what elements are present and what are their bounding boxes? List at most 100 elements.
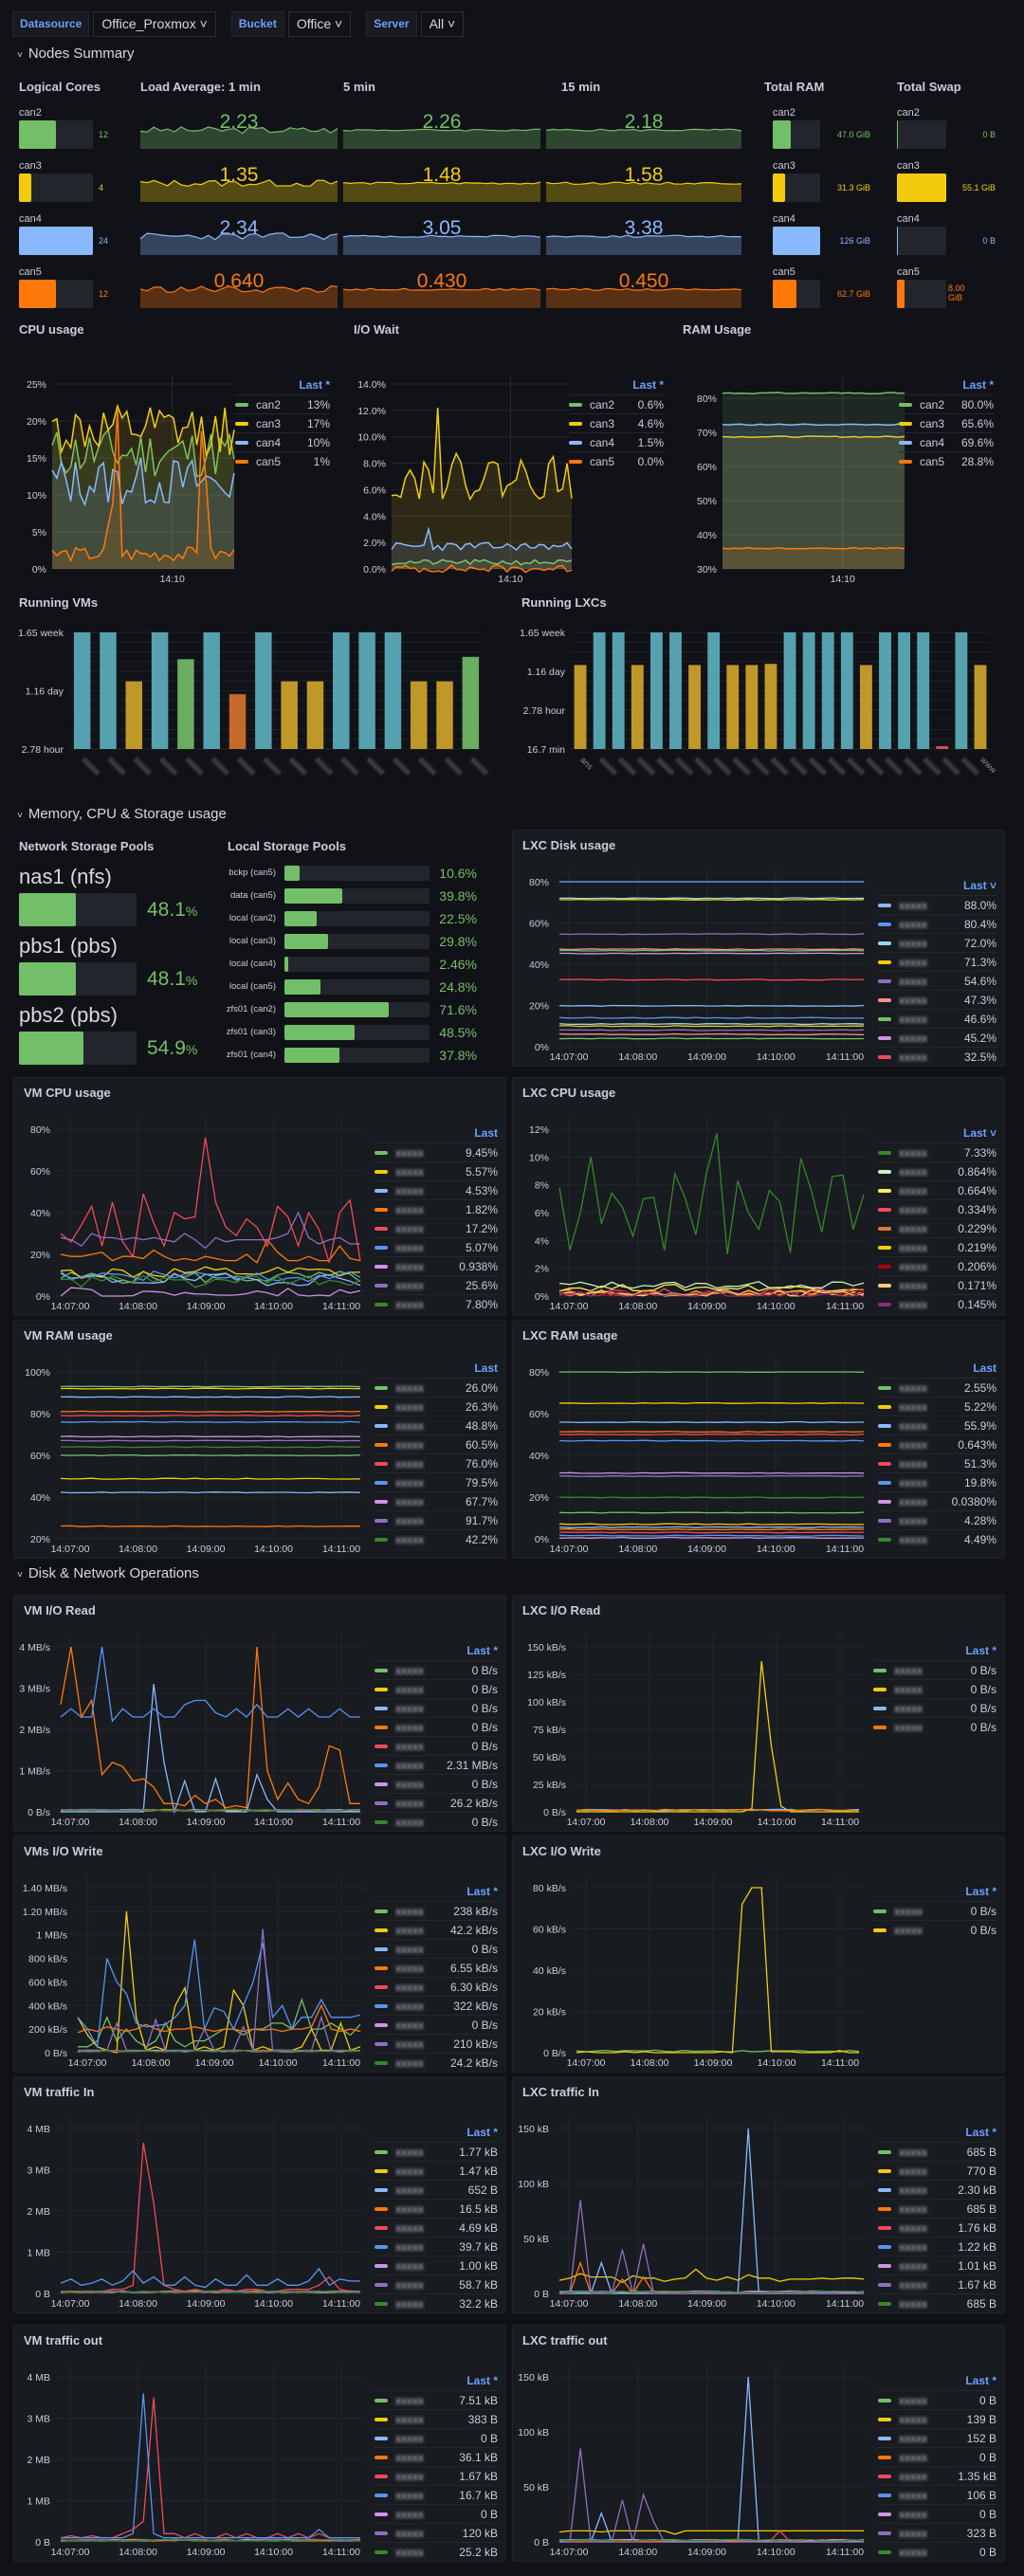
legend-item[interactable]: xxxxx 120 kB xyxy=(375,2523,498,2542)
legend-item[interactable]: xxxxx 7.33% xyxy=(878,1142,997,1161)
legend-item[interactable]: xxxxx 0.664% xyxy=(878,1180,997,1199)
legend-item[interactable]: xxxxx 322 kB/s xyxy=(375,1996,498,2015)
legend-sort-header[interactable]: Last xyxy=(973,1361,997,1375)
legend-item[interactable]: xxxxx 55.9% xyxy=(878,1416,997,1434)
legend-item[interactable]: xxxxx 48.8% xyxy=(375,1416,498,1434)
legend-item[interactable]: xxxxx 26.2 kB/s xyxy=(375,1793,498,1812)
legend-sort-header[interactable]: Last * xyxy=(965,2374,997,2387)
legend-item[interactable]: can4 10% xyxy=(235,432,330,451)
legend-sort-header[interactable]: Last xyxy=(474,1361,498,1375)
legend-item[interactable]: xxxxx 1.67 kB xyxy=(375,2466,498,2485)
legend-item[interactable]: xxxxx 1.22 kB xyxy=(878,2237,997,2256)
legend-item[interactable]: xxxxx 0 B/s xyxy=(375,1698,498,1717)
legend-item[interactable]: xxxxx 1.77 kB xyxy=(375,2142,498,2161)
row-nodes-summary[interactable]: ˅ Nodes Summary xyxy=(17,46,135,62)
legend-item[interactable]: xxxxx 0 B/s xyxy=(375,1660,498,1679)
legend-item[interactable]: xxxxx 46.6% xyxy=(878,1009,997,1028)
legend-item[interactable]: xxxxx 54.6% xyxy=(878,971,997,990)
legend-item[interactable]: xxxxx 67.7% xyxy=(375,1491,498,1510)
row-disk-network[interactable]: ˅ Disk & Network Operations xyxy=(17,1565,199,1581)
legend-item[interactable]: xxxxx 0 B/s xyxy=(375,1939,498,1958)
legend-item[interactable]: xxxxx 7.80% xyxy=(375,1294,498,1313)
legend-sort-header[interactable]: Last * xyxy=(632,378,664,392)
legend-item[interactable]: xxxxx 9.45% xyxy=(375,1142,498,1161)
legend-item[interactable]: can4 1.5% xyxy=(569,432,664,451)
legend-item[interactable]: can2 80.0% xyxy=(899,394,994,413)
legend-item[interactable]: can4 69.6% xyxy=(899,432,994,451)
legend-item[interactable]: can5 1% xyxy=(235,451,330,470)
legend-item[interactable]: xxxxx 0 B/s xyxy=(873,1920,997,1939)
legend-item[interactable]: xxxxx 0 B/s xyxy=(375,2015,498,2034)
legend-item[interactable]: xxxxx 0.864% xyxy=(878,1161,997,1180)
legend-item[interactable]: xxxxx 2.31 MB/s xyxy=(375,1755,498,1774)
legend-sort-header[interactable]: Last * xyxy=(965,1885,997,1898)
datasource-select[interactable]: Office_Proxmox ˅ xyxy=(93,11,216,37)
legend-item[interactable]: xxxxx 60.5% xyxy=(375,1434,498,1453)
legend-item[interactable]: xxxxx 80.4% xyxy=(878,914,997,933)
legend-item[interactable]: xxxxx 0 B/s xyxy=(375,1736,498,1755)
legend-item[interactable]: xxxxx 0 B/s xyxy=(873,1901,997,1920)
bucket-select[interactable]: Office ˅ xyxy=(287,11,352,37)
legend-item[interactable]: xxxxx 0 B/s xyxy=(873,1679,997,1698)
legend-sort-header[interactable]: Last * xyxy=(466,1644,498,1657)
legend-item[interactable]: xxxxx 685 B xyxy=(878,2293,997,2312)
legend-item[interactable]: xxxxx 16.7 kB xyxy=(375,2485,498,2504)
legend-sort-header[interactable]: Last * xyxy=(965,2126,997,2139)
legend-item[interactable]: xxxxx 238 kB/s xyxy=(375,1901,498,1920)
legend-item[interactable]: can5 0.0% xyxy=(569,451,664,470)
legend-item[interactable]: xxxxx 4.49% xyxy=(878,1529,997,1548)
server-select[interactable]: All ˅ xyxy=(420,11,465,37)
legend-item[interactable]: xxxxx 1.01 kB xyxy=(878,2256,997,2275)
legend-item[interactable]: xxxxx 39.7 kB xyxy=(375,2237,498,2256)
legend-item[interactable]: xxxxx 0.206% xyxy=(878,1256,997,1275)
legend-item[interactable]: xxxxx 88.0% xyxy=(878,895,997,914)
legend-item[interactable]: xxxxx 210 kB/s xyxy=(375,2034,498,2053)
legend-sort-header[interactable]: Last xyxy=(474,1126,498,1140)
legend-item[interactable]: can3 4.6% xyxy=(569,413,664,432)
legend-sort-header[interactable]: Last ˅ xyxy=(962,879,997,892)
legend-item[interactable]: xxxxx 0.938% xyxy=(375,1256,498,1275)
legend-item[interactable]: xxxxx 1.35 kB xyxy=(878,2466,997,2485)
legend-item[interactable]: xxxxx 7.51 kB xyxy=(375,2390,498,2409)
row-memory-cpu-storage[interactable]: ˅ Memory, CPU & Storage usage xyxy=(17,806,227,822)
legend-item[interactable]: xxxxx 323 B xyxy=(878,2523,997,2542)
legend-item[interactable]: xxxxx 5.07% xyxy=(375,1237,498,1256)
legend-item[interactable]: xxxxx 4.53% xyxy=(375,1180,498,1199)
legend-item[interactable]: xxxxx 0 B xyxy=(878,2542,997,2561)
legend-item[interactable]: xxxxx 2.30 kB xyxy=(878,2180,997,2199)
legend-item[interactable]: xxxxx 652 B xyxy=(375,2180,498,2199)
legend-item[interactable]: xxxxx 0 B/s xyxy=(375,1812,498,1831)
legend-sort-header[interactable]: Last * xyxy=(466,1885,498,1898)
legend-item[interactable]: xxxxx 152 B xyxy=(878,2428,997,2447)
legend-item[interactable]: can3 17% xyxy=(235,413,330,432)
legend-item[interactable]: xxxxx 5.57% xyxy=(375,1161,498,1180)
legend-item[interactable]: xxxxx 4.28% xyxy=(878,1510,997,1529)
legend-item[interactable]: xxxxx 79.5% xyxy=(375,1472,498,1491)
legend-item[interactable]: xxxxx 0 B/s xyxy=(873,1717,997,1736)
legend-item[interactable]: xxxxx 685 B xyxy=(878,2142,997,2161)
legend-item[interactable]: xxxxx 16.5 kB xyxy=(375,2199,498,2218)
legend-item[interactable]: xxxxx 0.219% xyxy=(878,1237,997,1256)
legend-sort-header[interactable]: Last * xyxy=(299,378,330,392)
legend-item[interactable]: xxxxx 0 B xyxy=(878,2390,997,2409)
legend-item[interactable]: xxxxx 6.55 kB/s xyxy=(375,1958,498,1977)
legend-item[interactable]: xxxxx 32.5% xyxy=(878,1047,997,1066)
legend-item[interactable]: xxxxx 0 B xyxy=(375,2428,498,2447)
legend-item[interactable]: xxxxx 139 B xyxy=(878,2409,997,2428)
legend-item[interactable]: xxxxx 2.55% xyxy=(878,1378,997,1397)
legend-item[interactable]: can3 65.6% xyxy=(899,413,994,432)
legend-item[interactable]: xxxxx 0 B/s xyxy=(375,1774,498,1793)
legend-item[interactable]: can5 28.8% xyxy=(899,451,994,470)
legend-sort-header[interactable]: Last * xyxy=(962,378,994,392)
legend-item[interactable]: xxxxx 19.8% xyxy=(878,1472,997,1491)
legend-item[interactable]: xxxxx 26.3% xyxy=(375,1397,498,1416)
legend-item[interactable]: xxxxx 0 B/s xyxy=(873,1660,997,1679)
legend-item[interactable]: xxxxx 32.2 kB xyxy=(375,2293,498,2312)
legend-sort-header[interactable]: Last * xyxy=(466,2374,498,2387)
legend-item[interactable]: xxxxx 5.22% xyxy=(878,1397,997,1416)
legend-item[interactable]: can2 0.6% xyxy=(569,394,664,413)
legend-item[interactable]: xxxxx 72.0% xyxy=(878,933,997,952)
legend-item[interactable]: xxxxx 685 B xyxy=(878,2199,997,2218)
legend-item[interactable]: xxxxx 71.3% xyxy=(878,952,997,971)
legend-item[interactable]: xxxxx 0 B xyxy=(878,2447,997,2466)
